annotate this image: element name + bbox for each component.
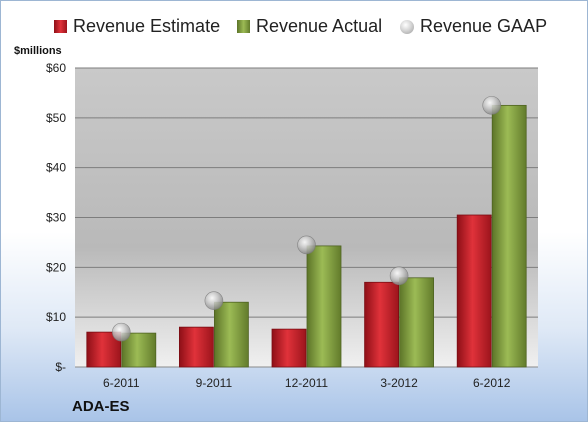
y-tick-label: $50 bbox=[46, 111, 66, 125]
point-revenue-gaap bbox=[297, 235, 316, 255]
bars bbox=[86, 104, 527, 368]
bar-revenue-actual bbox=[399, 277, 435, 368]
point-revenue-gaap bbox=[204, 291, 224, 311]
x-tick-label: 6-2012 bbox=[473, 376, 511, 390]
ticker-label: ADA-ES bbox=[72, 398, 130, 415]
x-tick-label: 9-2011 bbox=[196, 376, 233, 390]
y-tick-label: $60 bbox=[46, 61, 66, 75]
bar-revenue-estimate bbox=[364, 281, 400, 368]
y-tick-label: $40 bbox=[46, 161, 66, 175]
legend-label-estimate: Revenue Estimate bbox=[73, 16, 221, 36]
gaap-points bbox=[112, 96, 502, 342]
legend-item-gaap: Revenue GAAP bbox=[400, 16, 547, 37]
legend: Revenue Estimate Revenue Actual Revenue … bbox=[0, 0, 588, 44]
x-tick-label: 12-2011 bbox=[285, 376, 328, 390]
point-revenue-gaap bbox=[482, 96, 502, 115]
legend-swatch-estimate bbox=[54, 20, 67, 33]
legend-label-actual: Revenue Actual bbox=[256, 16, 383, 36]
point-revenue-gaap bbox=[112, 322, 131, 342]
bar-revenue-estimate bbox=[271, 328, 307, 368]
bar-revenue-actual bbox=[491, 104, 527, 368]
x-tick-label: 3-2012 bbox=[380, 376, 418, 390]
x-tick-label: 6-2011 bbox=[103, 376, 140, 390]
point-revenue-gaap bbox=[389, 266, 409, 286]
y-axis-unit-label: $millions bbox=[14, 45, 62, 57]
legend-swatch-actual bbox=[237, 20, 250, 33]
bar-revenue-estimate bbox=[456, 214, 492, 368]
y-tick-label: $20 bbox=[46, 260, 66, 274]
tick-labels: $- $10 $20 $30 $40 $50 $60 6-2011 9-2011 12-2011 3… bbox=[46, 61, 511, 390]
legend-item-actual: Revenue Actual bbox=[237, 16, 382, 37]
legend-marker-gaap bbox=[400, 19, 414, 34]
y-tick-label: $- bbox=[55, 360, 66, 374]
legend-label-gaap: Revenue GAAP bbox=[420, 16, 548, 36]
bar-revenue-actual bbox=[306, 245, 342, 368]
bar-revenue-actual bbox=[213, 301, 249, 368]
y-tick-label: $10 bbox=[46, 310, 66, 324]
bar-revenue-estimate bbox=[178, 326, 214, 368]
y-tick-label: $30 bbox=[46, 211, 66, 225]
legend-item-estimate: Revenue Estimate bbox=[54, 16, 220, 37]
